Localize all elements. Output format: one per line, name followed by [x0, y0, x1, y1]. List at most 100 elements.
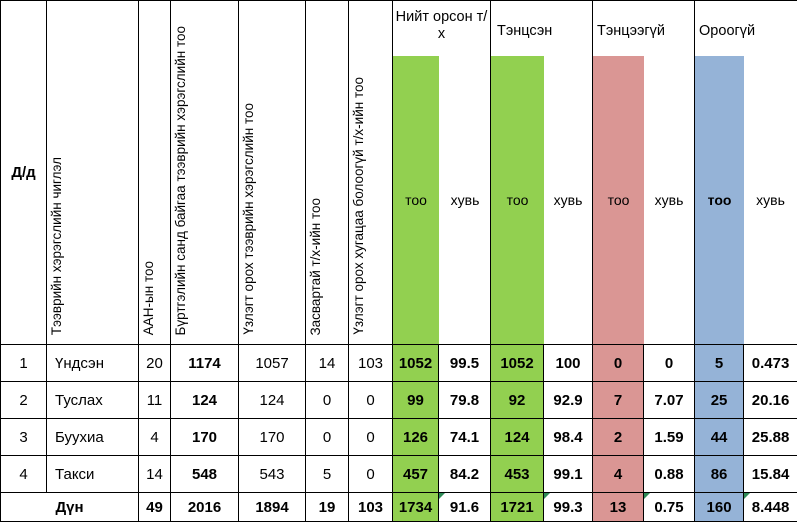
failed-group-label: Тэнцээгүй: [593, 1, 694, 56]
cell-total-too: 99: [393, 382, 439, 419]
header-failed-group: Тэнцээгүй тоо хувь: [593, 1, 695, 345]
cell-total-huv: 74.1: [439, 419, 491, 456]
row-name: Туслах: [47, 382, 139, 419]
total-passed-huv: 99.3: [544, 493, 593, 522]
cell-failed-huv: 1.59: [644, 419, 695, 456]
row-name: Үндсэн: [47, 345, 139, 382]
passed-group-label: Тэнцсэн: [491, 1, 592, 56]
cell-passed-too: 1052: [491, 345, 544, 382]
cell-registered: 124: [171, 382, 239, 419]
cell-overdue: 0: [349, 456, 393, 493]
total-failed-huv: 0.75: [644, 493, 695, 522]
cell-total-huv: 79.8: [439, 382, 491, 419]
header-overdue: Үзлэгт орох хугацаа болоогүй т/х-ийн тоо: [349, 1, 393, 345]
total-absent-too: 160: [695, 493, 744, 522]
cell-overdue: 103: [349, 345, 393, 382]
row-name: Такси: [47, 456, 139, 493]
table-row: 1 Үндсэн 20 1174 1057 14 103 1052 99.5 1…: [1, 345, 797, 382]
cell-registered: 548: [171, 456, 239, 493]
cell-inspected: 1057: [239, 345, 306, 382]
total-too-label: тоо: [393, 56, 440, 344]
failed-huv-label: хувь: [644, 56, 694, 344]
cell-inspected: 170: [239, 419, 306, 456]
header-passed-group: Тэнцсэн тоо хувь: [491, 1, 593, 345]
cell-failed-too: 0: [593, 345, 644, 382]
total-label: Дүн: [1, 493, 139, 522]
cell-failed-huv: 7.07: [644, 382, 695, 419]
total-inspected: 1894: [239, 493, 306, 522]
cell-passed-too: 453: [491, 456, 544, 493]
cell-absent-too: 5: [695, 345, 744, 382]
cell-absent-too: 25: [695, 382, 744, 419]
cell-total-too: 457: [393, 456, 439, 493]
header-registered: Бүртгэлийн санд байгаа тээврийн хэрэгсли…: [171, 1, 239, 345]
cell-registered: 170: [171, 419, 239, 456]
cell-repair: 5: [306, 456, 349, 493]
cell-repair: 0: [306, 382, 349, 419]
absent-group-label: Ороогүй: [695, 1, 797, 56]
cell-aan: 14: [139, 456, 171, 493]
cell-inspected: 124: [239, 382, 306, 419]
cell-failed-huv: 0: [644, 345, 695, 382]
cell-overdue: 0: [349, 382, 393, 419]
row-number: 2: [1, 382, 47, 419]
cell-total-too: 1052: [393, 345, 439, 382]
total-absent-huv: 8.448: [744, 493, 797, 522]
cell-total-huv: 99.5: [439, 345, 491, 382]
cell-repair: 14: [306, 345, 349, 382]
row-number: 3: [1, 419, 47, 456]
cell-failed-too: 4: [593, 456, 644, 493]
cell-absent-too: 44: [695, 419, 744, 456]
total-row: Дүн 49 2016 1894 19 103 1734 91.6 1721 9…: [1, 493, 797, 522]
failed-too-label: тоо: [593, 56, 644, 344]
cell-absent-huv: 15.84: [744, 456, 797, 493]
cell-registered: 1174: [171, 345, 239, 382]
row-number: 4: [1, 456, 47, 493]
row-name: Буухиа: [47, 419, 139, 456]
absent-too-label: тоо: [695, 56, 744, 344]
total-passed-too: 1721: [491, 493, 544, 522]
header-aan-count: ААН-ын тоо: [139, 1, 171, 345]
cell-passed-huv: 100: [544, 345, 593, 382]
passed-huv-label: хувь: [544, 56, 592, 344]
cell-absent-huv: 25.88: [744, 419, 797, 456]
cell-passed-huv: 98.4: [544, 419, 593, 456]
cell-total-too: 126: [393, 419, 439, 456]
cell-passed-too: 124: [491, 419, 544, 456]
total-aan: 49: [139, 493, 171, 522]
cell-failed-huv: 0.88: [644, 456, 695, 493]
cell-aan: 20: [139, 345, 171, 382]
header-total-group: Нийт орсон т/х тоо хувь: [393, 1, 491, 345]
cell-failed-too: 2: [593, 419, 644, 456]
cell-aan: 11: [139, 382, 171, 419]
table-row: 2 Туслах 11 124 124 0 0 99 79.8 92 92.9 …: [1, 382, 797, 419]
header-vehicle-type: Тээврийн хэрэгслийн чиглэл: [47, 1, 139, 345]
cell-repair: 0: [306, 419, 349, 456]
cell-failed-too: 7: [593, 382, 644, 419]
cell-total-huv: 84.2: [439, 456, 491, 493]
row-number: 1: [1, 345, 47, 382]
header-absent-group: Ороогүй тоо хувь: [695, 1, 797, 345]
total-total-huv: 91.6: [439, 493, 491, 522]
passed-too-label: тоо: [491, 56, 544, 344]
total-group-label: Нийт орсон т/х: [393, 1, 490, 56]
cell-absent-huv: 20.16: [744, 382, 797, 419]
cell-absent-huv: 0.473: [744, 345, 797, 382]
table-row: 3 Буухиа 4 170 170 0 0 126 74.1 124 98.4…: [1, 419, 797, 456]
total-overdue: 103: [349, 493, 393, 522]
total-total-too: 1734: [393, 493, 439, 522]
header-dd: Д/д: [1, 1, 47, 345]
total-failed-too: 13: [593, 493, 644, 522]
table-row: 4 Такси 14 548 543 5 0 457 84.2 453 99.1…: [1, 456, 797, 493]
absent-huv-label: хувь: [744, 56, 797, 344]
header-inspected: Үзлэгт орох тээврийн хэрэгслийн тоо: [239, 1, 306, 345]
total-repair: 19: [306, 493, 349, 522]
total-registered: 2016: [171, 493, 239, 522]
cell-passed-huv: 92.9: [544, 382, 593, 419]
cell-absent-too: 86: [695, 456, 744, 493]
cell-overdue: 0: [349, 419, 393, 456]
cell-aan: 4: [139, 419, 171, 456]
total-huv-label: хувь: [440, 56, 490, 344]
cell-passed-huv: 99.1: [544, 456, 593, 493]
